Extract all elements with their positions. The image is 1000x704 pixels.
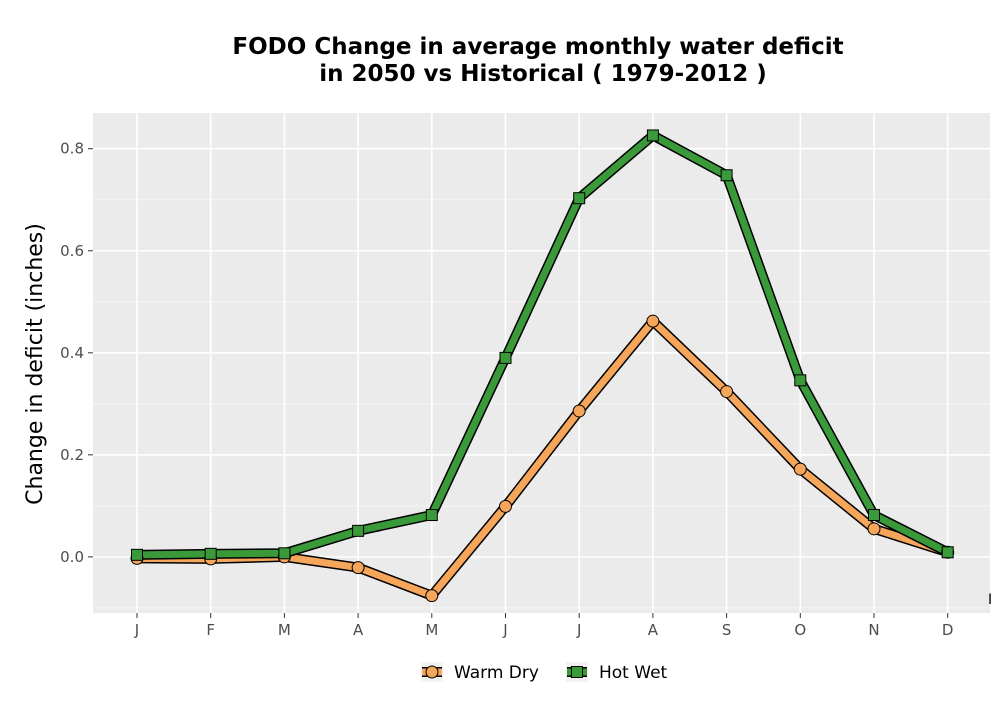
y-tick-label: 0.8 xyxy=(60,140,84,158)
data-point xyxy=(572,404,586,418)
data-point xyxy=(867,522,881,536)
data-point xyxy=(720,385,734,399)
data-point xyxy=(720,169,733,182)
corner-mark: I xyxy=(988,592,992,608)
data-point xyxy=(352,524,365,537)
data-point xyxy=(131,548,143,561)
y-tick-label: 0.6 xyxy=(60,242,84,260)
axes: 0.0 0.2 0.4 0.6 0.8 J F M A M J J A S O N D xyxy=(60,140,953,639)
x-tick-label: J xyxy=(502,621,507,639)
data-point xyxy=(204,547,217,560)
series-points xyxy=(130,129,955,603)
data-point xyxy=(499,499,512,513)
data-point xyxy=(425,509,438,522)
y-tick-label: 0.4 xyxy=(60,344,84,362)
data-point xyxy=(351,561,365,575)
data-point xyxy=(499,351,512,364)
x-tick-label: S xyxy=(722,621,732,639)
legend-item: Warm Dry xyxy=(421,662,539,683)
y-tick-label: 0.0 xyxy=(60,548,84,566)
legend-marker xyxy=(571,666,583,678)
y-tick-label: 0.2 xyxy=(60,446,84,464)
x-tick-label: M xyxy=(278,621,291,639)
chart-title-line-1: FODO Change in average monthly water def… xyxy=(232,34,843,60)
legend: Warm Dry Hot Wet xyxy=(421,662,668,683)
x-tick-label: N xyxy=(868,621,879,639)
x-tick-label: O xyxy=(794,621,806,639)
y-axis-label: Change in deficit (inches) xyxy=(23,223,48,505)
data-point xyxy=(794,374,807,387)
series-lines xyxy=(132,130,953,601)
legend-label: Warm Dry xyxy=(454,663,539,683)
plot-panel xyxy=(93,113,990,613)
x-tick-label: D xyxy=(942,621,954,639)
x-tick-label: A xyxy=(353,621,364,639)
legend-item: Hot Wet xyxy=(566,662,668,683)
x-tick-label: A xyxy=(648,621,659,639)
series-line xyxy=(133,131,952,559)
x-tick-label: M xyxy=(425,621,438,639)
data-point xyxy=(941,546,954,559)
data-point xyxy=(425,589,439,603)
data-point xyxy=(646,129,659,142)
chart-title-line-2: in 2050 vs Historical ( 1979-2012 ) xyxy=(319,61,766,87)
data-point xyxy=(573,192,586,205)
legend-label: Hot Wet xyxy=(599,663,668,683)
legend-marker xyxy=(425,665,439,679)
x-tick-label: J xyxy=(134,621,139,639)
x-tick-label: J xyxy=(576,621,581,639)
data-point xyxy=(868,509,880,522)
x-tick-label: F xyxy=(206,621,215,639)
data-point xyxy=(646,314,660,328)
data-point xyxy=(793,462,807,476)
data-point xyxy=(278,547,291,560)
